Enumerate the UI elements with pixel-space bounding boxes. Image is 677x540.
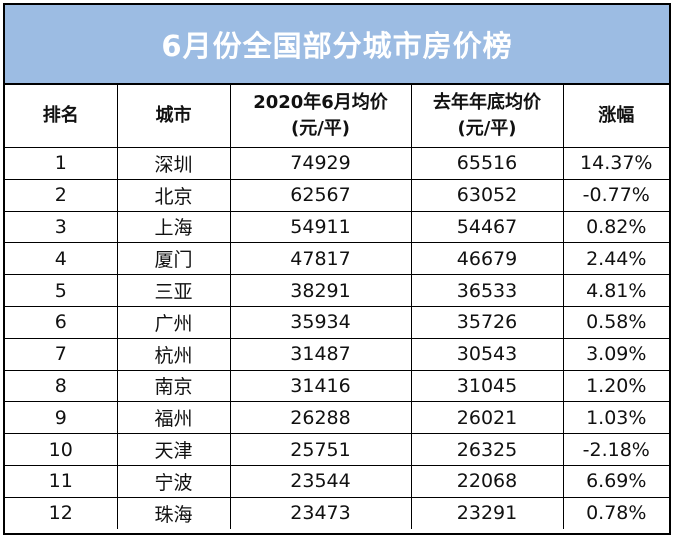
cell-change: 6.69%: [562, 464, 669, 498]
cell-change: 14.37%: [562, 147, 669, 180]
cell-price-last: 31045: [410, 369, 564, 403]
cell-rank: 4: [5, 242, 118, 276]
cell-price-last: 36533: [410, 274, 564, 307]
cell-change: 0.82%: [562, 210, 669, 244]
cell-rank: 12: [5, 496, 118, 529]
cell-price-last: 35726: [410, 305, 564, 339]
table-row: 8 南京 31416 31045 1.20%: [5, 369, 669, 403]
cell-change: 1.03%: [562, 401, 669, 435]
cell-rank: 3: [5, 210, 118, 244]
cell-change: 4.81%: [562, 274, 669, 307]
cell-rank: 11: [5, 464, 118, 498]
table-title: 6月份全国部分城市房价榜: [5, 5, 669, 85]
cell-change: 2.44%: [562, 242, 669, 276]
table-row: 9 福州 26288 26021 1.03%: [5, 401, 669, 435]
cell-change: -0.77%: [562, 178, 669, 212]
cell-city: 福州: [116, 401, 231, 435]
cell-rank: 9: [5, 401, 118, 435]
cell-city: 南京: [116, 369, 231, 403]
cell-change: 3.09%: [562, 337, 669, 371]
cell-city: 广州: [116, 305, 231, 339]
table-row: 12 珠海 23473 23291 0.78%: [5, 496, 669, 529]
cell-price-june: 23544: [229, 464, 412, 498]
cell-price-june: 38291: [229, 274, 412, 307]
header-price-last-line2: (元/平): [457, 118, 517, 139]
cell-price-last: 23291: [410, 496, 564, 529]
cell-price-last: 26325: [410, 433, 564, 466]
cell-price-last: 26021: [410, 401, 564, 435]
header-price-last-year: 去年年底均价 (元/平): [410, 85, 564, 148]
cell-rank: 1: [5, 147, 118, 180]
cell-change: 0.58%: [562, 305, 669, 339]
cell-rank: 2: [5, 178, 118, 212]
cell-rank: 7: [5, 337, 118, 371]
header-price-june-line2: (元/平): [290, 118, 351, 139]
cell-price-june: 74929: [229, 147, 412, 180]
cell-price-last: 30543: [410, 337, 564, 371]
header-change: 涨幅: [562, 85, 669, 148]
cell-rank: 10: [5, 433, 118, 466]
cell-price-june: 25751: [229, 433, 412, 466]
table-row: 2 北京 62567 63052 -0.77%: [5, 178, 669, 212]
table-row: 7 杭州 31487 30543 3.09%: [5, 337, 669, 371]
table-body: 1 深圳 74929 65516 14.37% 2 北京 62567 63052 -0.77% 3 上…: [5, 147, 669, 529]
table-header-row: 排名 城市 2020年6月均价 (元/平) 去年年底均价 (元/平) 涨幅: [5, 85, 669, 148]
price-table-frame: 6月份全国部分城市房价榜 排名 城市 2020年6月均价 (元/平) 去年年底均…: [3, 3, 671, 535]
cell-city: 深圳: [116, 147, 231, 180]
cell-price-june: 31416: [229, 369, 412, 403]
cell-price-june: 54911: [229, 210, 412, 244]
cell-price-last: 54467: [410, 210, 564, 244]
table-row: 6 广州 35934 35726 0.58%: [5, 305, 669, 339]
table-row: 11 宁波 23544 22068 6.69%: [5, 464, 669, 498]
cell-city: 北京: [116, 178, 231, 212]
header-city: 城市: [116, 85, 231, 148]
table-row: 1 深圳 74929 65516 14.37%: [5, 147, 669, 180]
cell-price-june: 23473: [229, 496, 412, 529]
cell-price-june: 31487: [229, 337, 412, 371]
header-price-june-line1: 2020年6月均价: [253, 92, 388, 113]
cell-city: 厦门: [116, 242, 231, 276]
cell-rank: 6: [5, 305, 118, 339]
table-row: 4 厦门 47817 46679 2.44%: [5, 242, 669, 276]
cell-city: 宁波: [116, 464, 231, 498]
cell-city: 珠海: [116, 496, 231, 529]
header-rank: 排名: [5, 85, 118, 148]
cell-price-june: 47817: [229, 242, 412, 276]
cell-city: 三亚: [116, 274, 231, 307]
cell-price-june: 26288: [229, 401, 412, 435]
cell-change: 1.20%: [562, 369, 669, 403]
cell-change: -2.18%: [562, 433, 669, 466]
header-price-last-line1: 去年年底均价: [433, 92, 541, 113]
header-price-june: 2020年6月均价 (元/平): [229, 85, 412, 148]
cell-price-june: 62567: [229, 178, 412, 212]
table-row: 5 三亚 38291 36533 4.81%: [5, 274, 669, 307]
table-row: 3 上海 54911 54467 0.82%: [5, 210, 669, 244]
cell-price-last: 65516: [410, 147, 564, 180]
cell-price-last: 22068: [410, 464, 564, 498]
cell-rank: 8: [5, 369, 118, 403]
cell-change: 0.78%: [562, 496, 669, 529]
cell-price-last: 46679: [410, 242, 564, 276]
cell-city: 上海: [116, 210, 231, 244]
table-row: 10 天津 25751 26325 -2.18%: [5, 433, 669, 466]
cell-rank: 5: [5, 274, 118, 307]
cell-city: 天津: [116, 433, 231, 466]
cell-price-last: 63052: [410, 178, 564, 212]
cell-city: 杭州: [116, 337, 231, 371]
cell-price-june: 35934: [229, 305, 412, 339]
